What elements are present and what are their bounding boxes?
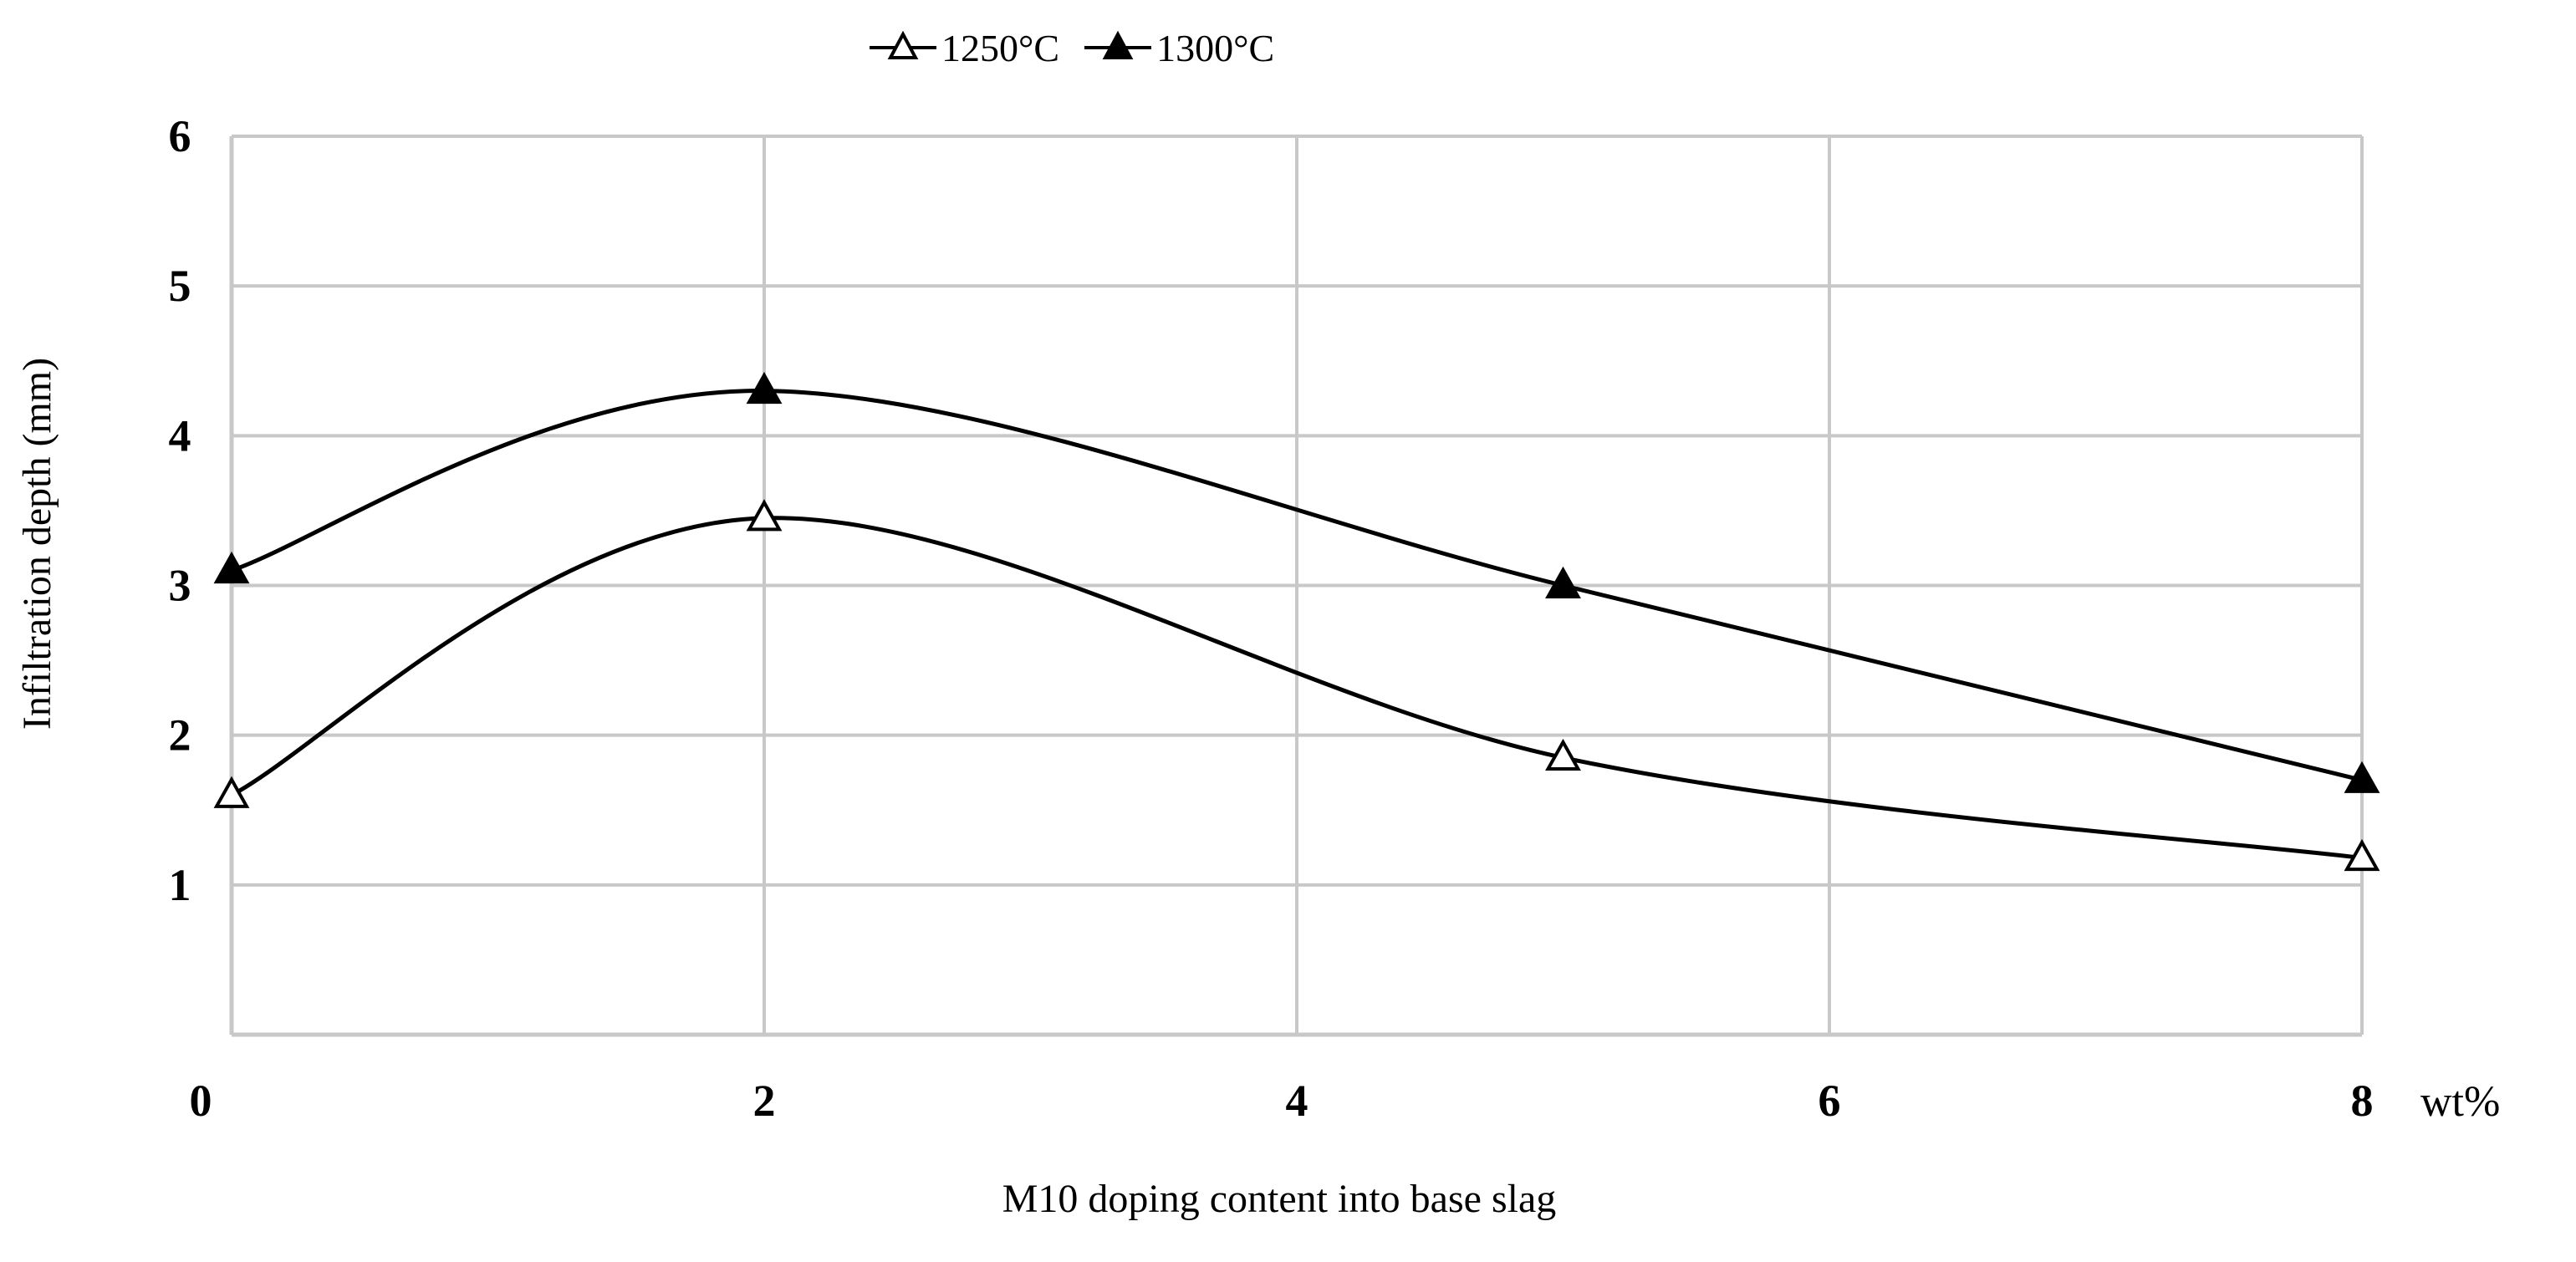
x-tick-label: 8 [2351,1076,2374,1126]
y-tick-label: 6 [169,111,191,161]
grid [232,135,2364,1035]
y-tick-label: 1 [169,860,191,910]
open-triangle-icon [870,30,936,59]
x-tick-label: 4 [1286,1076,1308,1126]
series-line-1 [231,389,2363,782]
x-tick-label: 0 [190,1076,212,1126]
y-tick-label: 3 [169,561,191,611]
x-axis-title: M10 doping content into base slag [1002,1177,1557,1221]
legend: 1250°C 1300°C [870,18,1274,77]
legend-label-1300: 1300°C [1156,26,1275,69]
legend-entry-1300: 1300°C [1084,26,1274,70]
y-axis-title: Infiltration depth (mm) [15,358,59,730]
y-tick-label: 2 [169,710,191,761]
x-tick-label: 2 [753,1076,776,1126]
open-triangle-marker [746,499,783,532]
open-triangle-marker [2344,838,2380,872]
y-tick-label: 5 [169,261,191,311]
open-triangle-marker [213,776,250,808]
filled-triangle-marker [746,371,783,405]
filled-triangle-marker [2344,761,2380,793]
series-group [213,371,2380,872]
filled-triangle-marker [213,551,250,584]
legend-label-1250: 1250°C [941,26,1060,69]
labels: wt% M10 doping content into base slag In… [15,358,2500,1221]
open-triangle-marker [1545,738,1581,771]
filled-triangle-icon [1084,30,1152,59]
x-unit-label: wt% [2420,1078,2500,1126]
series-line-0 [230,516,2363,861]
x-tick-label: 6 [1819,1076,1841,1126]
axes: 1 2 3 4 5 6 0 2 4 6 8 [169,111,2374,1126]
legend-entry-1250: 1250°C [870,26,1059,70]
y-tick-label: 4 [169,410,191,461]
filled-triangle-marker [1545,566,1581,598]
